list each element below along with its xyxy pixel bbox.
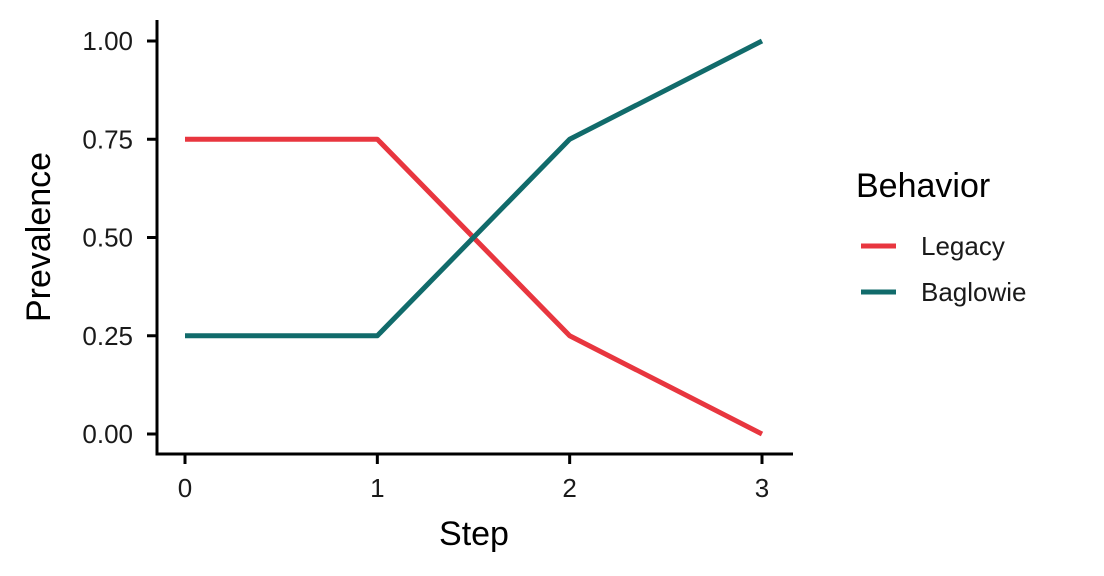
y-tick-label: 0.50 bbox=[82, 223, 133, 253]
y-tick-label: 1.00 bbox=[82, 26, 133, 56]
y-axis-title: Prevalence bbox=[20, 152, 58, 322]
x-tick-label: 0 bbox=[178, 473, 192, 503]
series-line-legacy bbox=[185, 136, 764, 437]
series-layer bbox=[185, 38, 764, 437]
y-tick-label: 0.25 bbox=[82, 321, 133, 351]
x-axis-ticks: 0 1 2 3 bbox=[178, 454, 769, 503]
x-tick-label: 2 bbox=[562, 473, 576, 503]
y-axis-ticks: 0.00 0.25 0.50 0.75 1.00 bbox=[82, 26, 157, 449]
x-tick-label: 1 bbox=[370, 473, 384, 503]
plot-area: 0.00 0.25 0.50 0.75 1.00 0 1 2 3 bbox=[82, 20, 793, 503]
series-line-baglowie bbox=[185, 38, 764, 339]
legend: Behavior Legacy Baglowie bbox=[856, 167, 1027, 307]
legend-label-legacy: Legacy bbox=[921, 231, 1005, 261]
x-tick-label: 3 bbox=[755, 473, 769, 503]
legend-title: Behavior bbox=[856, 167, 990, 205]
x-axis-title: Step bbox=[439, 515, 509, 553]
legend-label-baglowie: Baglowie bbox=[921, 277, 1027, 307]
y-tick-label: 0.00 bbox=[82, 419, 133, 449]
legend-items: Legacy Baglowie bbox=[861, 231, 1027, 307]
y-tick-label: 0.75 bbox=[82, 124, 133, 154]
